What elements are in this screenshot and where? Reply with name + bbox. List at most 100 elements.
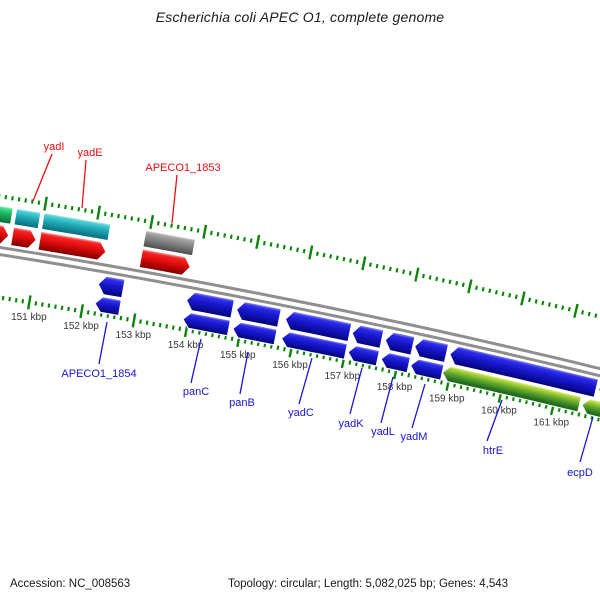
upper-ruler-tick (50, 202, 54, 208)
upper-ruler-tick (190, 227, 193, 232)
lower-ruler-tick (583, 413, 587, 419)
upper-ruler-tick (43, 196, 48, 211)
gene-leader-yadE (81, 159, 87, 209)
upper-ruler-tick (388, 266, 392, 272)
upper-ruler-tick (368, 262, 372, 267)
lower-ruler-tick (73, 307, 77, 313)
cds-arrow-APECO1_1854 (97, 275, 126, 299)
tick-label-158: 158 kbp (377, 382, 413, 393)
upper-ruler-tick (11, 196, 14, 201)
gene-ring-arrow-yadK (347, 344, 381, 367)
lower-ruler-tick (368, 364, 371, 369)
upper-ruler-tick (342, 256, 346, 262)
backbone-line-inner (0, 253, 600, 378)
tick-label-151: 151 kbp (11, 312, 47, 323)
tick-label-154: 154 kbp (168, 340, 204, 351)
gene-leader-APECO1_1853 (171, 174, 178, 224)
tick-label-160: 160 kbp (481, 405, 517, 416)
upper-ruler-tick (269, 242, 273, 247)
page-title: Escherichia coli APEC O1, complete genom… (155, 9, 445, 25)
lower-ruler-tick (197, 330, 201, 335)
accession-text: Accession: NC_008563 (10, 578, 131, 590)
upper-ruler-tick (296, 247, 299, 252)
lower-ruler-tick (60, 305, 64, 311)
cds-arrow-yadI (9, 226, 38, 250)
upper-ruler-tick (77, 207, 81, 212)
gene-ring-arrow-yadM (409, 358, 445, 381)
upper-ruler-tick (90, 209, 94, 214)
upper-ruler-tick (541, 300, 545, 306)
upper-ruler-tick (508, 293, 512, 298)
tick-label-161: 161 kbp (533, 418, 569, 429)
upper-ruler-tick (567, 306, 571, 312)
upper-ruler-tick (322, 252, 326, 258)
gene-label-APECO1_1853: APECO1_1853 (145, 162, 220, 174)
upper-ruler-tick (137, 217, 140, 222)
upper-ruler-tick (435, 276, 439, 282)
lower-ruler-tick (335, 357, 339, 363)
upper-ruler-tick (4, 195, 8, 200)
gene-label-htrE: htrE (483, 445, 503, 457)
gene-leader-yadC (298, 357, 313, 405)
upper-ruler-tick (110, 212, 114, 218)
upper-ruler-tick (428, 275, 432, 280)
lower-ruler-tick (145, 320, 149, 326)
gene-label-APECO1_1854: APECO1_1854 (61, 368, 136, 380)
upper-ruler-tick (289, 246, 293, 251)
lower-ruler-tick (296, 349, 299, 355)
upper-ruler-tick (455, 281, 459, 286)
gene-leader-ecpD (579, 416, 594, 463)
cds-arrow-htrE (448, 345, 600, 399)
gene-leader-panC (190, 338, 202, 384)
lower-ruler-tick (106, 313, 110, 319)
upper-ruler-tick (308, 245, 314, 260)
tick-label-155: 155 kbp (220, 350, 256, 361)
upper-ruler-tick (315, 251, 319, 256)
upper-ruler-tick (117, 213, 120, 219)
lower-ruler-tick (250, 340, 254, 345)
upper-ruler-tick (276, 243, 280, 249)
lower-ruler-tick (54, 304, 57, 309)
upper-ruler-tick (547, 302, 551, 307)
upper-ruler-tick (382, 265, 386, 270)
gene-label-yadC: yadC (288, 407, 314, 419)
lower-ruler-tick (525, 399, 529, 405)
lower-ruler-tick (413, 374, 417, 379)
upper-ruler-tick (243, 237, 246, 242)
upper-ruler-tick (467, 279, 473, 294)
gene-ring-arrow-panB (231, 321, 278, 346)
tick-label-156: 156 kbp (272, 360, 308, 371)
lower-ruler-tick (479, 388, 483, 394)
upper-ruler-tick (209, 230, 213, 236)
upper-ruler-tick (375, 263, 379, 269)
lower-ruler-tick (67, 306, 70, 312)
cds-arrow-yadC (284, 310, 353, 343)
lower-ruler-tick (315, 353, 319, 359)
upper-ruler-tick (24, 198, 28, 203)
gene-ring-arrow-unlabeled (0, 204, 15, 226)
gene-label-yadL: yadL (371, 426, 395, 438)
upper-ruler-tick (216, 231, 220, 237)
gene-leader-yadI (32, 153, 53, 202)
cds-arrow-yadK (351, 324, 385, 350)
gene-label-panB: panB (229, 397, 255, 409)
lower-ruler-tick (590, 415, 594, 420)
backbone-line-outer (0, 245, 600, 371)
lower-ruler-tick (531, 401, 535, 406)
upper-ruler-tick (402, 269, 406, 275)
cds-arrow-panB (235, 300, 283, 329)
upper-ruler-tick (587, 311, 591, 317)
cds-arrow-panC (185, 291, 236, 319)
upper-ruler-tick (448, 279, 452, 285)
upper-ruler-tick (395, 268, 399, 273)
lower-ruler-tick (47, 303, 51, 308)
lower-ruler-tick (126, 317, 129, 322)
upper-ruler-tick (520, 291, 526, 306)
lower-ruler-tick (119, 315, 123, 321)
gene-ring-arrow-yadL (380, 351, 412, 374)
lower-ruler-tick (204, 331, 208, 336)
lower-ruler-tick (217, 333, 221, 339)
gene-leader-yadM (411, 383, 426, 429)
lower-ruler-tick (26, 295, 32, 310)
